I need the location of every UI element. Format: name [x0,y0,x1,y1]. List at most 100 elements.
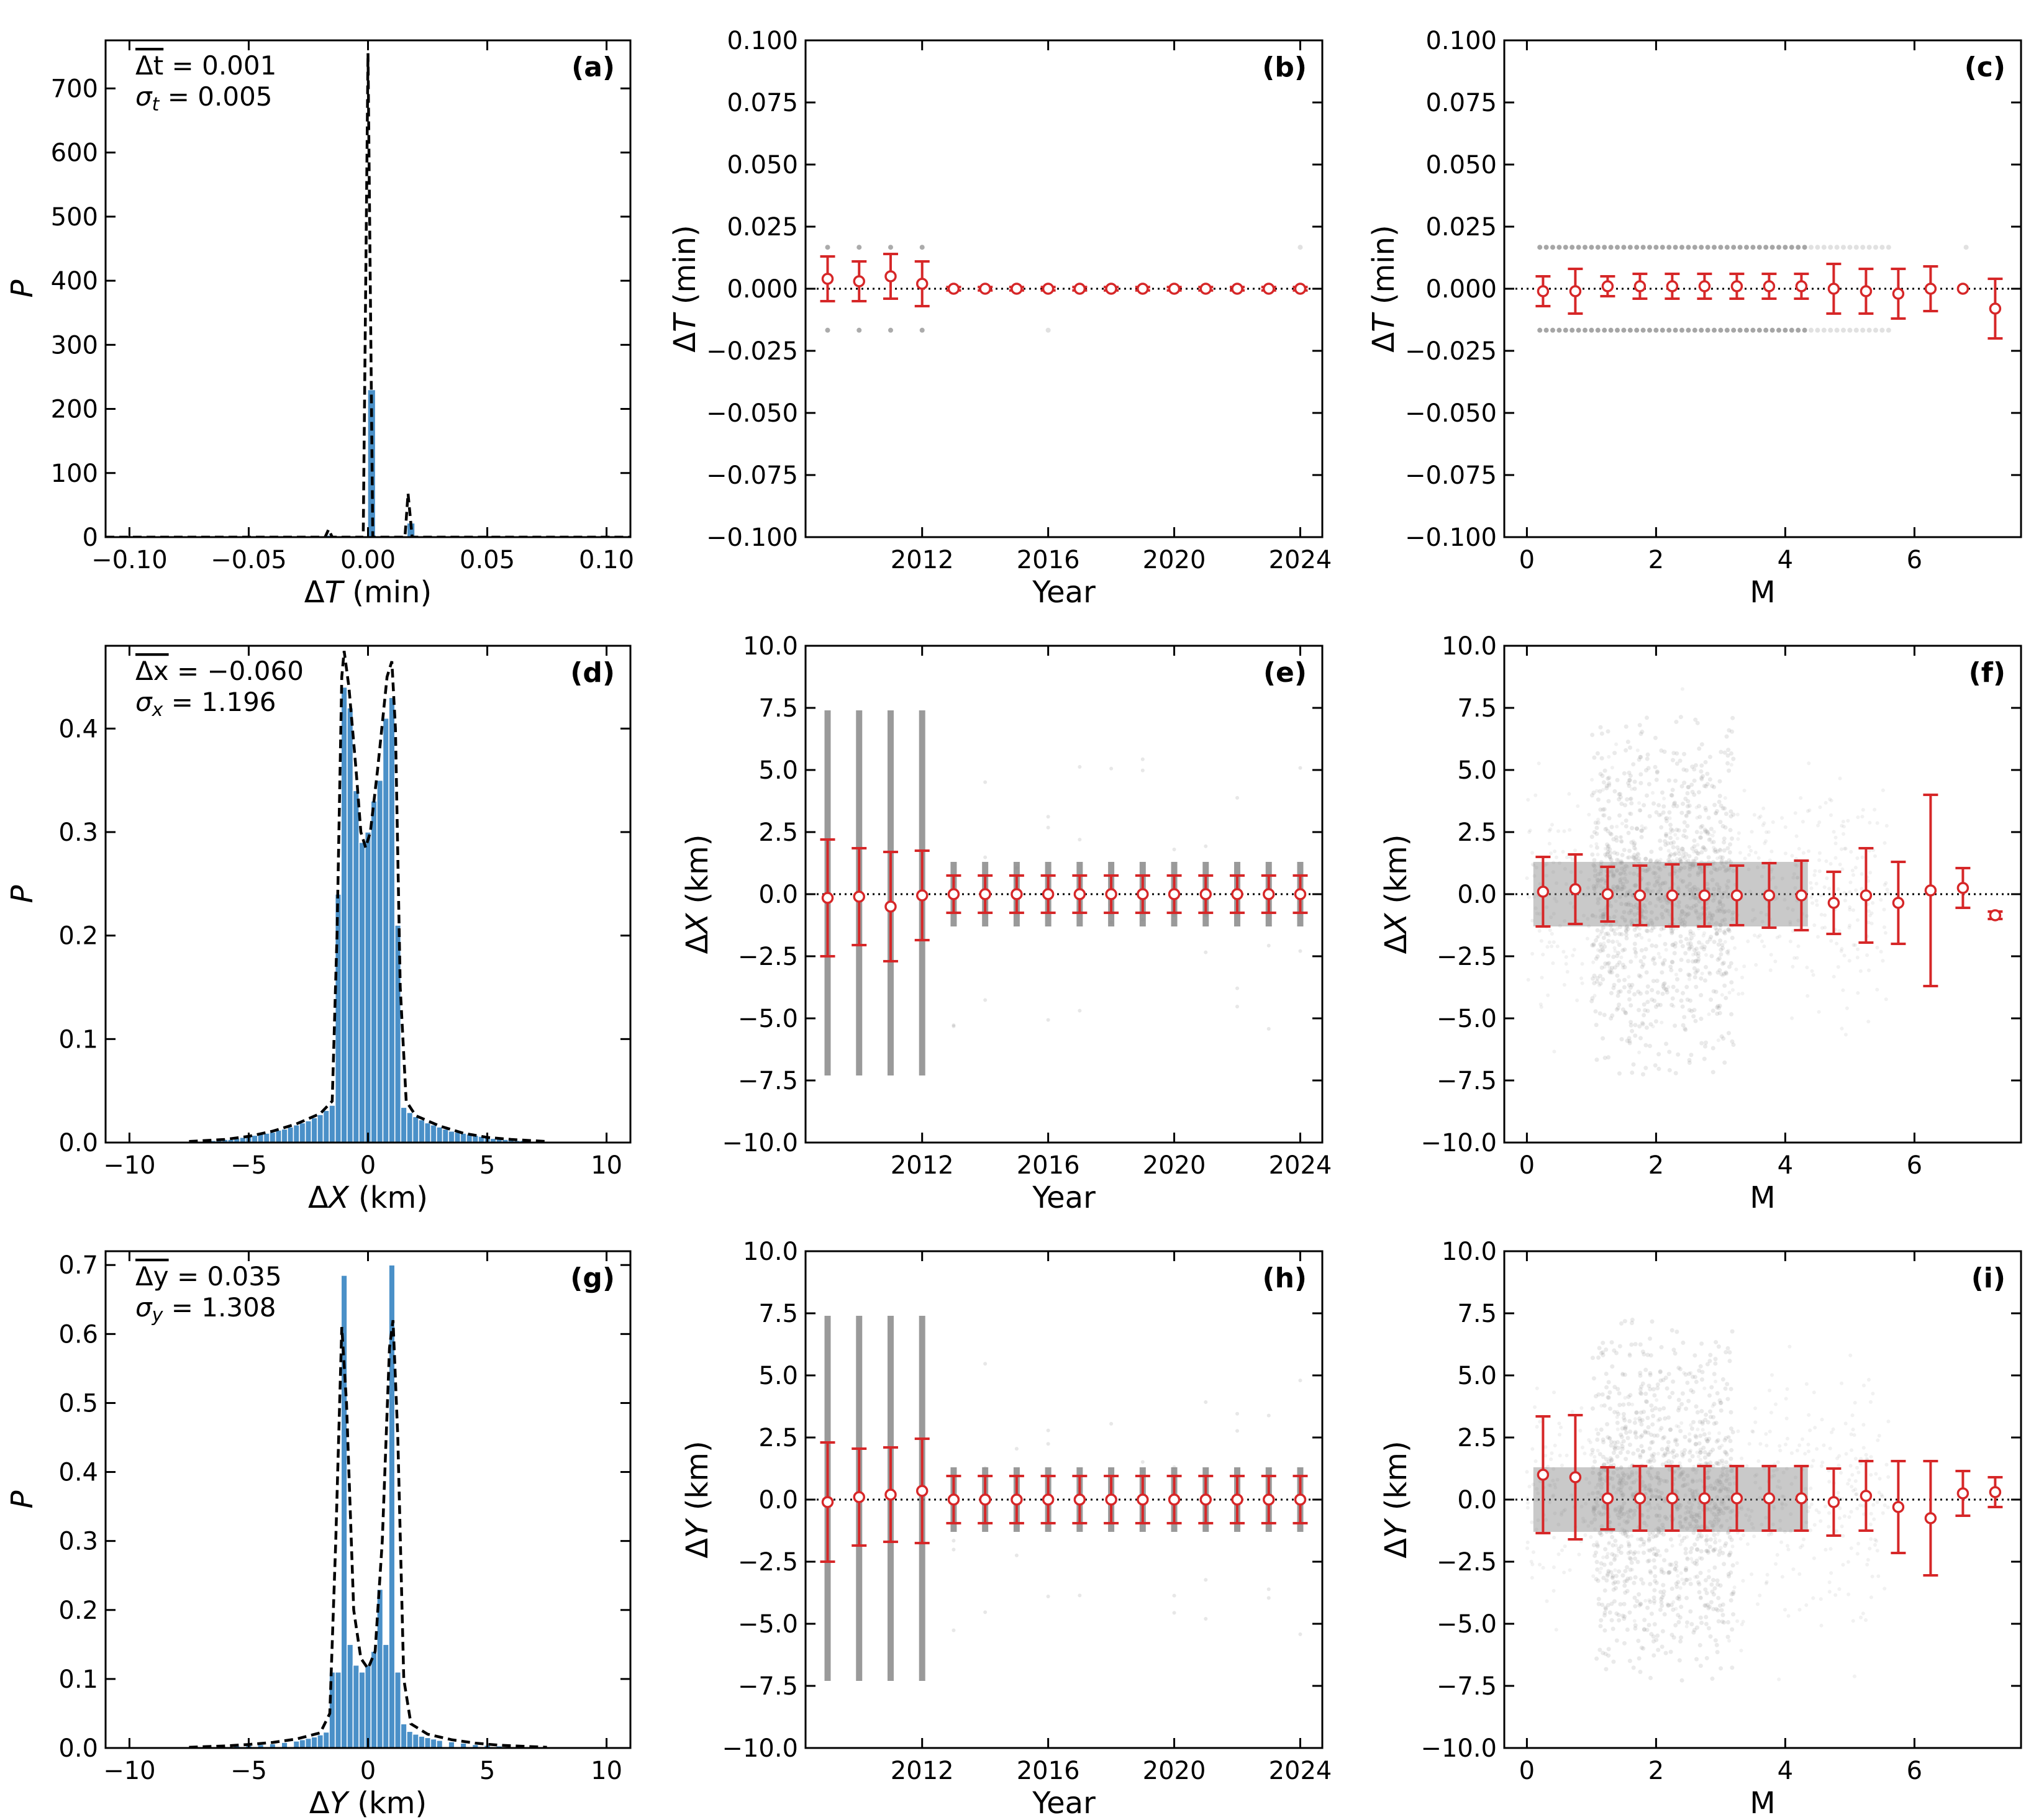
scatter-point [1658,1378,1663,1383]
scatter-point [1583,1519,1588,1523]
scatter-point [1688,1439,1692,1444]
scatter-point [1595,935,1599,939]
scatter-point [1623,1590,1628,1595]
scatter-point [1707,1452,1712,1457]
scatter-point [1769,327,1775,333]
panel-label: (h) [1262,1262,1307,1294]
scatter-point [1634,327,1640,333]
y-axis-label: ΔY (km) [1379,1441,1414,1558]
scatter-point [1638,1453,1643,1458]
scatter-point [1549,1457,1553,1461]
scatter-point [1565,970,1569,974]
scatter-point [1620,1444,1625,1449]
scatter-point [1602,807,1607,812]
scatter-point [1642,803,1647,808]
scatter-point [1724,1478,1729,1483]
scatter-point [1828,1446,1832,1451]
scatter-point [1728,1510,1733,1514]
scatter-point [1627,1474,1632,1479]
scatter-point [1706,855,1711,860]
scatter-point [1719,804,1724,808]
scatter-point [1679,1472,1684,1477]
scatter-point [1858,1503,1863,1508]
scatter-point [1657,1407,1662,1412]
scatter-point [1776,1460,1780,1464]
scatter-point [1708,1507,1713,1512]
scatter-point [1619,1507,1624,1512]
scatter-point [1724,1452,1729,1457]
scatter-point [1841,988,1845,992]
scatter-point [1642,1628,1647,1632]
scatter-point [1728,1387,1733,1392]
scatter-point [1596,797,1601,802]
scatter-point [1591,1491,1596,1496]
scatter-point [1807,761,1811,766]
scatter-point [1630,1534,1634,1538]
scatter-point [1685,1557,1690,1562]
scatter-point [1551,961,1555,966]
scatter-point [1661,804,1666,809]
scatter-point [1851,1619,1855,1623]
scatter-point [1750,1509,1754,1513]
scatter-point [1611,1470,1616,1475]
scatter-point [1683,1551,1688,1555]
scatter-point [1717,1459,1722,1463]
scatter-point [1683,920,1688,925]
scatter-point [1848,881,1853,885]
scatter-point [1807,1413,1811,1417]
scatter-point [1611,1484,1615,1488]
scatter-point [1726,1505,1731,1510]
scatter-point [1592,1517,1597,1522]
scatter-point [1678,1503,1683,1508]
scatter-point [1581,1516,1585,1521]
scatter-point [1601,977,1606,982]
scatter-point [1683,796,1688,801]
scatter-point [1640,1449,1645,1454]
scatter-point [1608,851,1613,856]
scatter-point [1616,1613,1621,1618]
mean-marker [1633,280,1647,292]
scatter-point [856,327,862,333]
scatter-point [1592,887,1597,892]
scatter-point [1699,993,1704,998]
scatter-point [1686,912,1691,917]
scatter-point [1599,1561,1604,1566]
x-tick-label: 2012 [891,1757,954,1785]
scatter-point [1688,931,1693,936]
scatter-point [1680,1484,1684,1488]
scatter-point [1704,1549,1709,1553]
scatter-point [1548,1483,1553,1488]
scatter-point [1717,968,1722,973]
scatter-point [1671,1600,1676,1605]
scatter-point [1868,913,1872,918]
scatter-point [1632,1580,1637,1585]
scatter-point [1699,831,1703,835]
scatter-point [1611,884,1616,889]
scatter-point [1690,1518,1694,1523]
scatter-point [1645,898,1649,902]
scatter-point [1638,1410,1643,1415]
scatter-point [1884,997,1888,1002]
scatter-point [1702,947,1707,952]
scatter-point [1707,754,1712,759]
scatter-point [1737,327,1743,333]
scatter-point [1679,1450,1684,1454]
scatter-point [1617,931,1622,936]
scatter-point [1601,788,1605,792]
scatter-point [1851,1428,1855,1432]
scatter-point [1707,910,1712,915]
scatter-point [1600,1392,1605,1397]
scatter-point [1802,327,1807,333]
scatter-point [1595,1490,1600,1495]
scatter-point [1589,327,1594,333]
scatter-point [1601,925,1606,930]
scatter-point [1624,932,1629,937]
scatter-point [1716,1038,1720,1043]
scatter-point [1753,1406,1758,1410]
scatter-point [1597,789,1602,794]
scatter-point [1596,817,1601,822]
scatter-point [1678,1639,1683,1644]
scatter-point [1622,1528,1627,1533]
scatter-point [1723,825,1728,830]
scatter-point [1632,871,1637,876]
